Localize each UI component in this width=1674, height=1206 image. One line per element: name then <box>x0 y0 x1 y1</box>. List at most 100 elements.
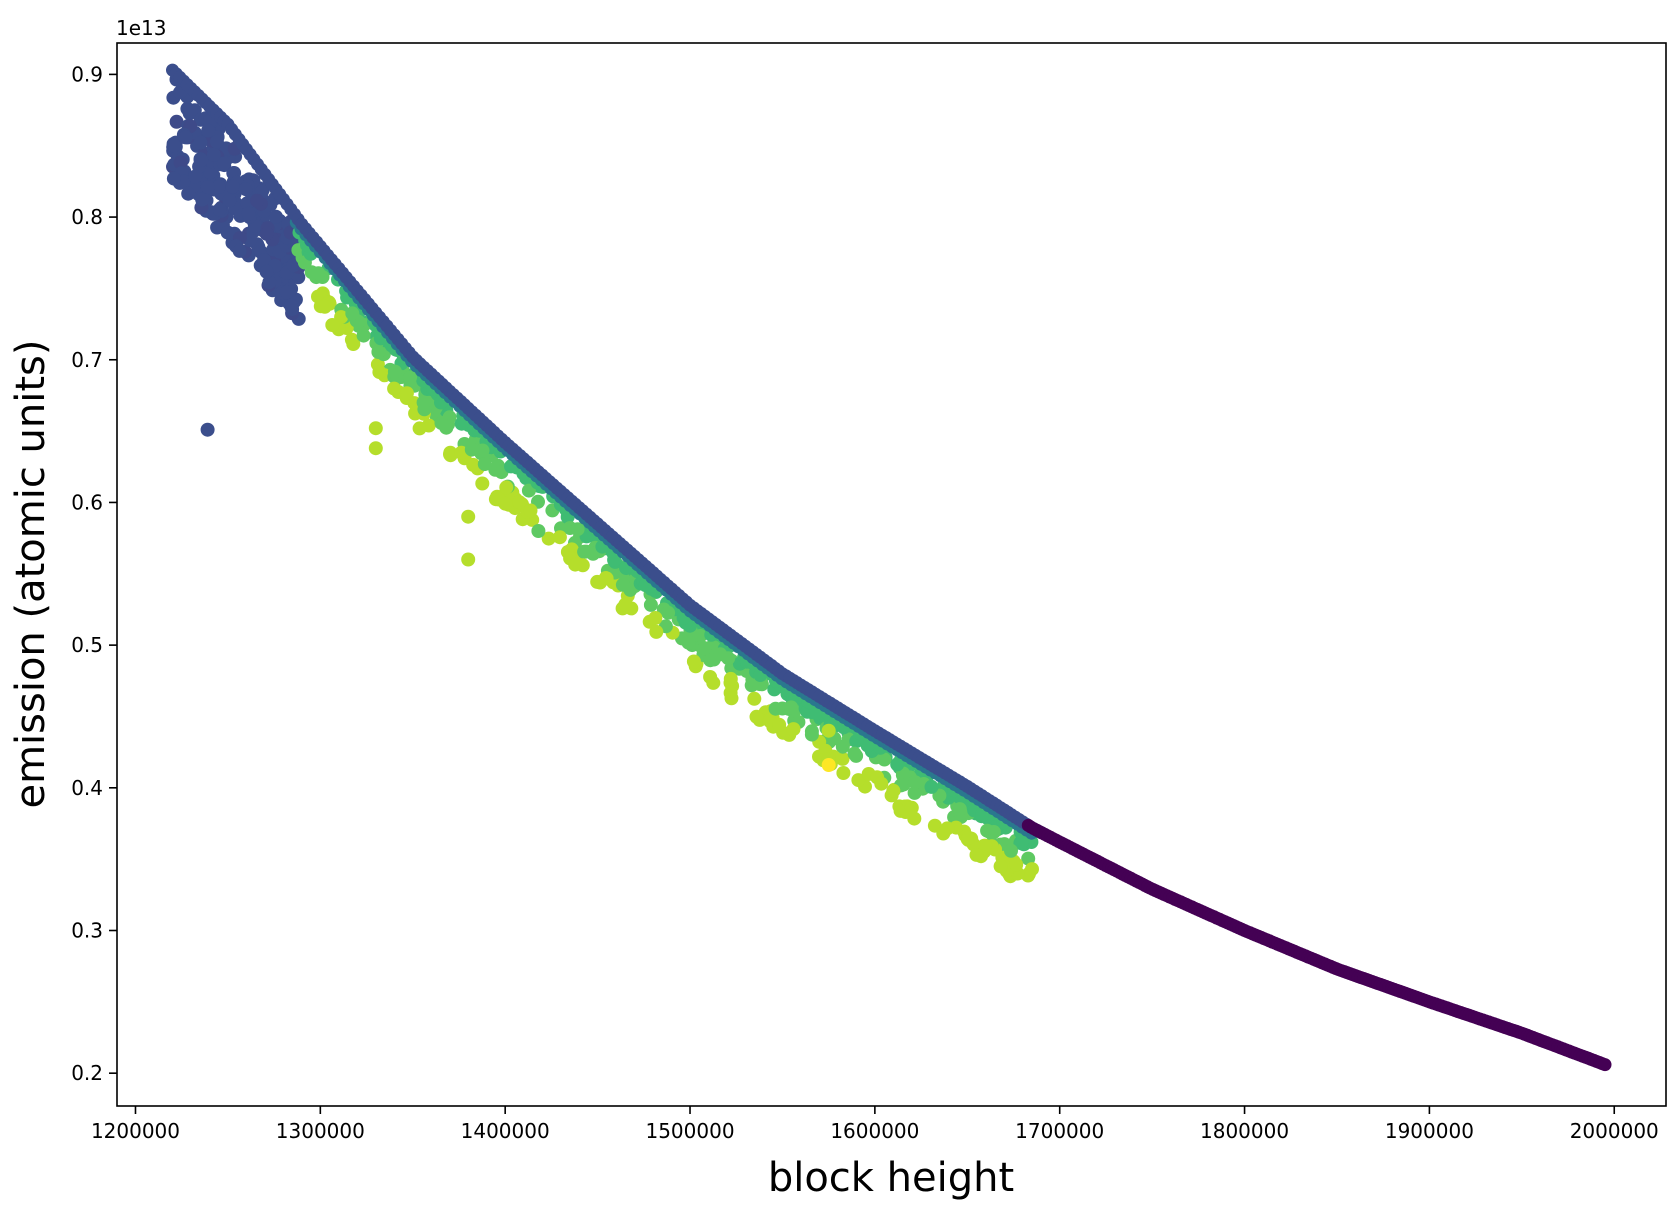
data-point <box>860 738 875 753</box>
data-point <box>259 264 274 279</box>
data-point <box>387 364 402 379</box>
data-point <box>169 114 184 129</box>
data-point <box>607 553 622 567</box>
data-point <box>166 138 181 153</box>
x-tick-label: 1800000 <box>1200 1119 1289 1143</box>
data-point <box>821 723 836 738</box>
data-point <box>904 800 919 815</box>
data-point <box>809 706 824 721</box>
data-point <box>618 597 633 612</box>
data-point <box>499 480 514 495</box>
data-point <box>686 654 701 669</box>
data-point <box>345 306 360 321</box>
data-point <box>475 476 490 491</box>
data-point <box>368 421 383 436</box>
data-points <box>166 63 1612 1072</box>
x-tick-label: 1600000 <box>830 1119 919 1143</box>
data-point <box>821 758 836 772</box>
data-point <box>181 186 196 201</box>
data-point <box>693 629 708 643</box>
data-point <box>886 783 901 798</box>
data-point <box>986 825 1001 839</box>
y-tick-label: 0.7 <box>71 348 103 372</box>
data-point <box>570 522 585 537</box>
data-point <box>212 202 227 217</box>
y-tick-label: 0.4 <box>71 776 103 800</box>
data-point <box>599 571 614 586</box>
data-point <box>512 495 527 510</box>
data-point <box>356 328 371 343</box>
x-tick-label: 1500000 <box>645 1119 734 1143</box>
data-point <box>477 457 492 472</box>
data-point <box>211 179 226 194</box>
data-point <box>200 422 215 437</box>
y-offset-label: 1e13 <box>116 16 166 40</box>
x-tick-label: 2000000 <box>1570 1119 1659 1143</box>
y-tick-label: 0.9 <box>71 62 103 86</box>
data-point <box>1598 1058 1612 1072</box>
data-point <box>786 722 801 737</box>
data-point <box>568 557 583 572</box>
data-point <box>403 370 418 385</box>
data-point <box>399 386 414 401</box>
data-point <box>1004 843 1018 858</box>
data-point <box>541 531 556 546</box>
data-point <box>387 381 402 396</box>
data-point <box>311 266 326 281</box>
x-tick-label: 1200000 <box>91 1119 180 1143</box>
data-point <box>523 503 538 518</box>
data-point <box>615 577 630 592</box>
data-point <box>195 192 210 207</box>
data-point <box>924 779 939 794</box>
data-point <box>961 830 976 845</box>
data-point <box>643 597 658 612</box>
data-point <box>368 441 383 456</box>
data-point <box>372 365 387 380</box>
data-point <box>724 691 739 706</box>
data-point <box>1025 862 1039 877</box>
data-point <box>768 701 783 716</box>
data-point <box>268 209 283 224</box>
data-point <box>346 337 361 351</box>
data-point <box>907 785 922 800</box>
data-point <box>461 552 476 567</box>
data-point <box>193 135 208 150</box>
x-axis-label: block height <box>768 1155 1014 1201</box>
data-point <box>749 709 764 724</box>
data-point <box>279 285 294 300</box>
data-point <box>225 179 240 194</box>
data-point <box>936 826 951 841</box>
data-point <box>993 859 1008 874</box>
data-point <box>723 671 738 686</box>
x-axis: 1200000 1300000 1400000 1500000 1600000 17000… <box>91 1106 1659 1143</box>
data-point <box>747 691 762 706</box>
data-point <box>166 171 181 186</box>
data-point <box>804 727 819 742</box>
data-point <box>200 180 215 195</box>
data-point <box>232 243 247 258</box>
data-point <box>648 611 663 625</box>
y-tick-label: 0.8 <box>71 205 103 229</box>
data-point <box>216 156 231 171</box>
data-point <box>259 226 274 241</box>
data-point <box>531 524 546 538</box>
data-point <box>475 443 490 458</box>
data-point <box>201 123 216 138</box>
data-point <box>851 773 866 788</box>
data-point <box>173 155 188 170</box>
data-point <box>661 605 676 620</box>
data-point <box>194 153 209 167</box>
data-point <box>325 318 340 332</box>
data-point <box>443 445 458 460</box>
data-point <box>706 675 721 690</box>
data-point <box>257 253 272 268</box>
data-point <box>697 641 712 656</box>
data-point <box>416 395 431 410</box>
x-tick-label: 1400000 <box>461 1119 550 1143</box>
y-tick-label: 0.5 <box>71 633 103 657</box>
y-tick-label: 0.6 <box>71 490 103 514</box>
data-point <box>877 752 892 767</box>
data-point <box>1021 851 1036 866</box>
data-point <box>577 544 592 559</box>
y-tick-label: 0.3 <box>71 918 103 942</box>
